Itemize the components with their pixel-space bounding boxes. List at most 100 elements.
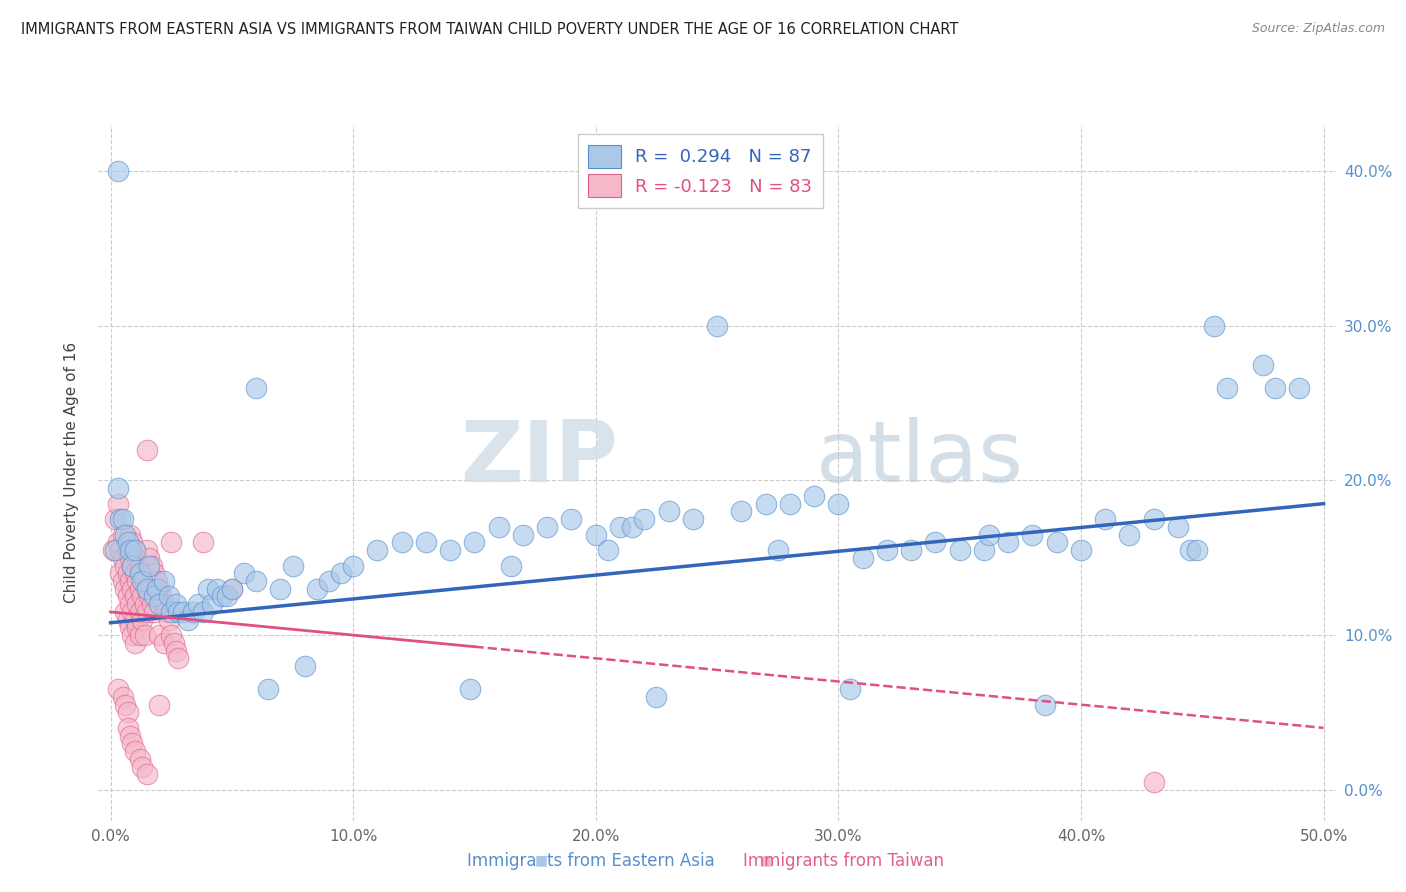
Point <box>124 636 146 650</box>
Point <box>657 504 679 518</box>
Point <box>117 543 139 558</box>
Point <box>269 582 291 596</box>
Point <box>560 512 582 526</box>
Point <box>127 574 149 588</box>
Point <box>160 605 183 619</box>
Point <box>107 164 129 178</box>
Point <box>318 574 340 588</box>
Point <box>107 682 129 697</box>
Point <box>121 558 143 573</box>
Point <box>211 590 233 604</box>
Point <box>1021 527 1043 541</box>
Point <box>121 535 143 549</box>
Point <box>162 636 184 650</box>
Point <box>585 527 607 541</box>
Point <box>245 381 267 395</box>
Point <box>839 682 862 697</box>
Point <box>148 698 170 712</box>
Point <box>342 558 364 573</box>
Point <box>294 659 316 673</box>
Point <box>138 590 160 604</box>
Point <box>1204 318 1226 333</box>
Point <box>110 566 132 581</box>
Point <box>177 613 200 627</box>
Point <box>121 736 143 750</box>
Point <box>117 721 139 735</box>
Point <box>141 597 163 611</box>
Point <box>1033 698 1056 712</box>
Point <box>1046 535 1069 549</box>
Point <box>136 767 159 781</box>
Point <box>134 628 156 642</box>
Point <box>1215 381 1237 395</box>
Point <box>107 481 129 495</box>
Point <box>136 582 159 596</box>
Point <box>977 527 1000 541</box>
Point <box>131 590 153 604</box>
Point <box>1187 543 1209 558</box>
Text: atlas: atlas <box>815 417 1024 500</box>
Point <box>114 605 136 619</box>
Point <box>107 535 129 549</box>
Point <box>488 520 510 534</box>
Point <box>111 512 134 526</box>
Point <box>136 582 159 596</box>
Point <box>730 504 752 518</box>
Point <box>111 574 134 588</box>
Point <box>145 574 167 588</box>
Point <box>201 597 224 611</box>
Point <box>110 512 132 526</box>
Legend: R =  0.294   N = 87, R = -0.123   N = 83: R = 0.294 N = 87, R = -0.123 N = 83 <box>578 134 824 209</box>
Point <box>107 497 129 511</box>
Point <box>755 497 778 511</box>
Point <box>167 605 190 619</box>
Point <box>128 566 150 581</box>
Point <box>633 512 655 526</box>
Point <box>215 590 238 604</box>
Point <box>143 605 166 619</box>
Point <box>121 558 143 573</box>
Point <box>118 597 141 611</box>
Point <box>124 543 146 558</box>
Text: Immigrants from Taiwan: Immigrants from Taiwan <box>744 852 943 870</box>
Point <box>121 605 143 619</box>
Point <box>124 744 146 758</box>
Point <box>134 597 156 611</box>
Point <box>131 566 153 581</box>
Point <box>1118 527 1140 541</box>
Point <box>124 566 146 581</box>
Point <box>114 698 136 712</box>
Point <box>148 597 170 611</box>
Text: Source: ZipAtlas.com: Source: ZipAtlas.com <box>1251 22 1385 36</box>
Point <box>118 550 141 565</box>
Point <box>131 574 153 588</box>
Point <box>124 590 146 604</box>
Point <box>114 527 136 541</box>
Point <box>499 558 522 573</box>
Point <box>111 527 134 541</box>
Text: IMMIGRANTS FROM EASTERN ASIA VS IMMIGRANTS FROM TAIWAN CHILD POVERTY UNDER THE A: IMMIGRANTS FROM EASTERN ASIA VS IMMIGRAN… <box>21 22 959 37</box>
Point <box>160 628 183 642</box>
Point <box>596 543 619 558</box>
Point <box>141 558 163 573</box>
Point <box>150 590 173 604</box>
Point <box>1070 543 1092 558</box>
Point <box>645 690 668 704</box>
Point <box>128 752 150 766</box>
Point <box>706 318 728 333</box>
Point <box>1143 775 1166 789</box>
Y-axis label: Child Poverty Under the Age of 16: Child Poverty Under the Age of 16 <box>65 343 79 603</box>
Point <box>191 605 214 619</box>
Point <box>117 590 139 604</box>
Point <box>110 543 132 558</box>
Point <box>1288 381 1310 395</box>
Point <box>949 543 972 558</box>
Point <box>128 605 150 619</box>
Point <box>104 512 127 526</box>
Point <box>281 558 304 573</box>
Point <box>114 558 136 573</box>
Point <box>233 566 256 581</box>
Point <box>104 543 127 558</box>
Point <box>160 535 183 549</box>
Point <box>117 613 139 627</box>
